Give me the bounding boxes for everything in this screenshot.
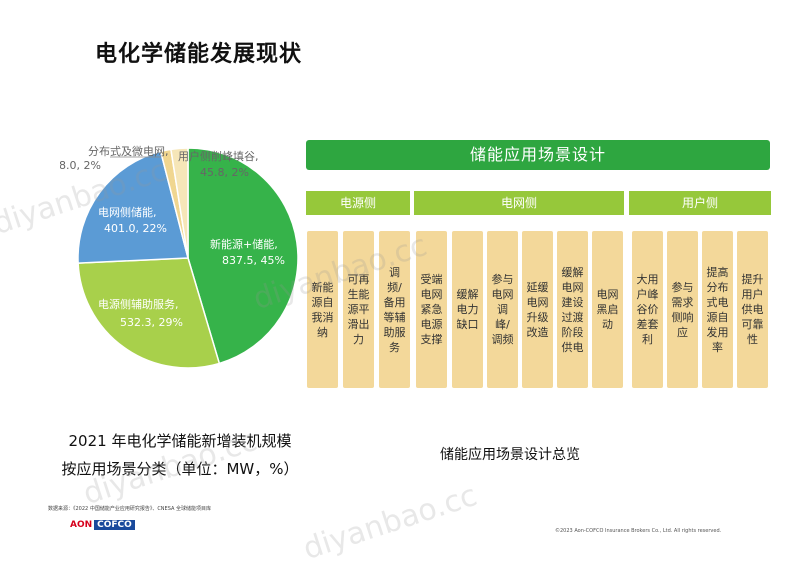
- slice-label-distributed: 分布式及微电网,: [88, 144, 169, 158]
- scenario-card: 参与电网调峰/调频: [487, 231, 518, 388]
- scenario-card: 提升用户供电可靠性: [737, 231, 768, 388]
- diagram-banner: 储能应用场景设计: [306, 140, 770, 170]
- slice-value-renewable: 837.5, 45%: [222, 254, 285, 267]
- source-note: 数据来源：《2022 中国储能产业应用研究报告》、CNESA 全球储能项目库: [48, 506, 211, 512]
- scenario-card: 可再生能源平滑出力: [343, 231, 374, 388]
- scenario-card: 新能源自我消纳: [307, 231, 338, 388]
- slice-label-grid-side: 电网侧储能,: [98, 205, 157, 219]
- diagram-caption: 储能应用场景设计总览: [440, 447, 580, 463]
- slice-value-grid-side: 401.0, 22%: [104, 222, 167, 235]
- pie-chart: 分布式及微电网, 28.0, 2% 用户侧削峰填谷, 45.8, 2% 新能源+…: [60, 144, 299, 369]
- slice-value-distributed: 28.0, 2%: [60, 159, 101, 172]
- scenario-card: 提高分布式电源自发用率: [702, 231, 733, 388]
- company-logo: AON COFCO: [70, 520, 135, 530]
- page-title: 电化学储能发展现状: [95, 42, 303, 67]
- pie-caption-line-2: 按应用场景分类（单位：MW，%）: [61, 460, 299, 478]
- group-header-grid-side: 电网侧: [414, 191, 624, 215]
- pie-caption-line-1: 2021 年电化学储能新增装机规模: [68, 432, 292, 450]
- slice-label-source-side: 电源侧辅助服务,: [98, 297, 179, 311]
- logo-cofco: COFCO: [94, 520, 135, 530]
- slice-label-user-side: 用户侧削峰填谷,: [178, 149, 259, 163]
- scenario-card: 延缓电网升级改造: [522, 231, 553, 388]
- slice-grid-side: [77, 150, 189, 264]
- watermark: diyanbao.cc: [299, 477, 482, 567]
- slice-renewable: [187, 147, 299, 365]
- scenario-card: 电网黑启动: [592, 231, 623, 388]
- slice-user-side: [170, 147, 189, 259]
- copyright-note: ©2023 Aon-COFCO Insurance Brokers Co., L…: [555, 528, 722, 534]
- group-header-source-side: 电源侧: [306, 191, 410, 215]
- slice-label-renewable: 新能源+储能,: [210, 237, 278, 251]
- scenario-card: 受端电网紧急电源支撑: [416, 231, 447, 388]
- scenario-card: 参与需求侧响应: [667, 231, 698, 388]
- scenario-card: 缓解电网建设过渡阶段供电: [557, 231, 588, 388]
- slice-value-user-side: 45.8, 2%: [200, 166, 249, 179]
- slice-source-side: [77, 257, 221, 369]
- scenario-card: 调频/备用等辅助服务: [379, 231, 410, 388]
- scenario-card: 缓解电力缺口: [452, 231, 483, 388]
- scenario-card: 大用户峰谷价差套利: [632, 231, 663, 388]
- slice-value-source-side: 532.3, 29%: [120, 316, 183, 329]
- logo-aon: AON: [70, 520, 93, 530]
- group-header-user-side: 用户侧: [629, 191, 771, 215]
